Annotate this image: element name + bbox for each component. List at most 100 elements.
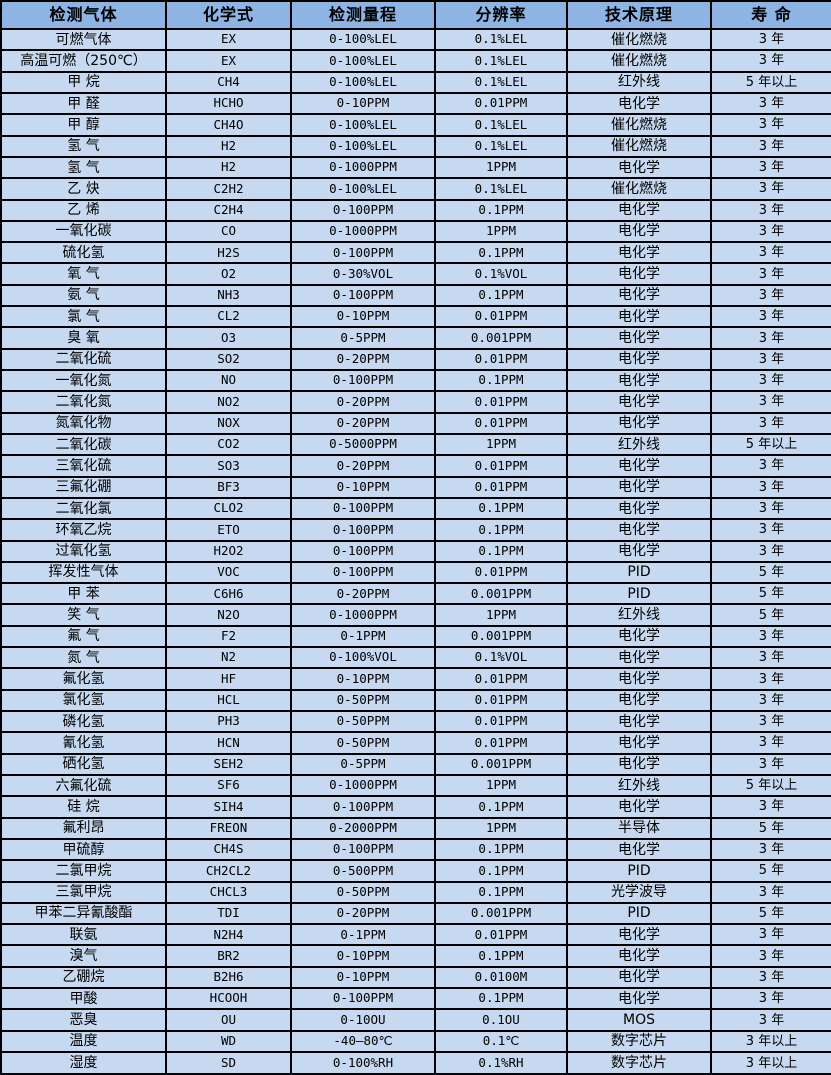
cell-range: 0-10PPM: [290, 667, 436, 691]
cell-principle: 电化学: [566, 454, 712, 478]
cell-formula: BR2: [165, 944, 292, 968]
cell-lifespan: 3 年: [710, 262, 831, 286]
cell-principle: 电化学: [566, 305, 712, 329]
table-row: 甲硫醇 CH4S 0-100PPM 0.1PPM 电化学 3 年: [0, 837, 831, 862]
column-header-lifespan: 寿 命: [710, 0, 831, 30]
cell-resolution: 0.1℃: [434, 1029, 568, 1054]
cell-range: 0-30%VOL: [290, 262, 436, 286]
cell-lifespan: 3 年: [710, 241, 831, 265]
cell-principle: 红外线: [566, 432, 712, 457]
cell-formula: SIH4: [165, 795, 292, 819]
column-header-principle: 技术原理: [566, 0, 712, 30]
cell-resolution: 0.01PPM: [434, 390, 568, 414]
cell-resolution: 1PPM: [434, 432, 568, 457]
table-row: 温度 WD -40—80℃ 0.1℃ 数字芯片 3 年以上: [0, 1029, 831, 1054]
table-row: 一氧化氮 NO 0-100PPM 0.1PPM 电化学 3 年: [0, 368, 831, 393]
cell-principle: PID: [566, 582, 712, 606]
cell-range: 0-5000PPM: [290, 432, 436, 457]
cell-gas-name: 环氧乙烷: [0, 518, 167, 542]
cell-principle: 电化学: [566, 752, 712, 776]
cell-gas-name: 联氨: [0, 923, 167, 947]
cell-resolution: 1PPM: [434, 219, 568, 244]
cell-formula: SF6: [165, 773, 292, 798]
cell-range: 0-20PPM: [290, 901, 436, 926]
cell-resolution: 1PPM: [434, 155, 568, 180]
table-row: 三氧化硫 SO3 0-20PPM 0.01PPM 电化学 3 年: [0, 454, 831, 478]
cell-formula: HCHO: [165, 91, 292, 116]
cell-range: 0-1000PPM: [290, 773, 436, 798]
cell-gas-name: 甲硫醇: [0, 837, 167, 862]
cell-principle: 电化学: [566, 475, 712, 499]
cell-gas-name: 磷化氢: [0, 709, 167, 734]
cell-gas-name: 高温可燃（250℃）: [0, 49, 167, 73]
table-row: 硅 烷 SIH4 0-100PPM 0.1PPM 电化学 3 年: [0, 795, 831, 819]
cell-principle: 催化燃烧: [566, 49, 712, 73]
table-row: 乙硼烷 B2H6 0-10PPM 0.0100M 电化学 3 年: [0, 965, 831, 990]
cell-gas-name: 可燃气体: [0, 27, 167, 52]
cell-formula: F2: [165, 624, 292, 649]
cell-gas-name: 甲 醇: [0, 113, 167, 137]
cell-lifespan: 3 年: [710, 113, 831, 137]
cell-formula: NH3: [165, 283, 292, 308]
cell-gas-name: 氨 气: [0, 283, 167, 308]
cell-gas-name: 氰化氢: [0, 731, 167, 755]
cell-formula: C2H2: [165, 177, 292, 201]
cell-lifespan: 3 年: [710, 177, 831, 201]
cell-resolution: 0.01PPM: [434, 923, 568, 947]
cell-formula: CO: [165, 219, 292, 244]
cell-formula: H2: [165, 134, 292, 158]
cell-gas-name: 一氧化氮: [0, 368, 167, 393]
table-row: 二氧化氮 NO2 0-20PPM 0.01PPM 电化学 3 年: [0, 390, 831, 414]
cell-lifespan: 3 年: [710, 155, 831, 180]
cell-gas-name: 硒化氢: [0, 752, 167, 776]
cell-gas-name: 温度: [0, 1029, 167, 1054]
cell-gas-name: 乙 烯: [0, 198, 167, 222]
table-row: 氟利昂 FREON 0-2000PPM 1PPM 半导体 5 年: [0, 816, 831, 840]
cell-formula: NO: [165, 368, 292, 393]
cell-range: -40—80℃: [290, 1029, 436, 1054]
cell-lifespan: 3 年: [710, 347, 831, 372]
cell-range: 0-10PPM: [290, 965, 436, 990]
cell-lifespan: 5 年: [710, 603, 831, 627]
cell-lifespan: 3 年: [710, 91, 831, 116]
cell-formula: WD: [165, 1029, 292, 1054]
cell-formula: TDI: [165, 901, 292, 926]
cell-lifespan: 5 年: [710, 901, 831, 926]
cell-principle: 电化学: [566, 837, 712, 862]
cell-range: 0-1000PPM: [290, 603, 436, 627]
cell-formula: OU: [165, 1008, 292, 1032]
cell-formula: N2: [165, 646, 292, 670]
cell-resolution: 0.1PPM: [434, 987, 568, 1011]
table-row: 三氯甲烷 CHCL3 0-50PPM 0.1PPM 光学波导 3 年: [0, 880, 831, 904]
cell-range: 0-100%RH: [290, 1051, 436, 1075]
table-row: 湿度 SD 0-100%RH 0.1%RH 数字芯片 3 年以上: [0, 1051, 831, 1075]
cell-principle: 电化学: [566, 241, 712, 265]
cell-formula: HCOOH: [165, 987, 292, 1011]
cell-lifespan: 5 年以上: [710, 70, 831, 94]
cell-principle: 电化学: [566, 709, 712, 734]
table-row: 乙 炔 C2H2 0-100%LEL 0.1%LEL 催化燃烧 3 年: [0, 177, 831, 201]
cell-range: 0-1PPM: [290, 923, 436, 947]
cell-formula: FREON: [165, 816, 292, 840]
cell-lifespan: 3 年: [710, 390, 831, 414]
cell-lifespan: 3 年: [710, 518, 831, 542]
cell-gas-name: 三氯甲烷: [0, 880, 167, 904]
cell-principle: PID: [566, 859, 712, 883]
cell-formula: BF3: [165, 475, 292, 499]
cell-range: 0-100%VOL: [290, 646, 436, 670]
cell-lifespan: 3 年: [710, 134, 831, 158]
cell-principle: 电化学: [566, 923, 712, 947]
table-row: 甲 醇 CH4O 0-100%LEL 0.1%LEL 催化燃烧 3 年: [0, 113, 831, 137]
cell-lifespan: 3 年: [710, 944, 831, 968]
cell-range: 0-100PPM: [290, 283, 436, 308]
cell-formula: CHCL3: [165, 880, 292, 904]
cell-formula: CO2: [165, 432, 292, 457]
cell-formula: CH4S: [165, 837, 292, 862]
cell-gas-name: 乙硼烷: [0, 965, 167, 990]
cell-resolution: 0.1PPM: [434, 198, 568, 222]
cell-principle: 电化学: [566, 155, 712, 180]
cell-resolution: 0.01PPM: [434, 347, 568, 372]
cell-lifespan: 5 年: [710, 859, 831, 883]
cell-lifespan: 3 年: [710, 965, 831, 990]
